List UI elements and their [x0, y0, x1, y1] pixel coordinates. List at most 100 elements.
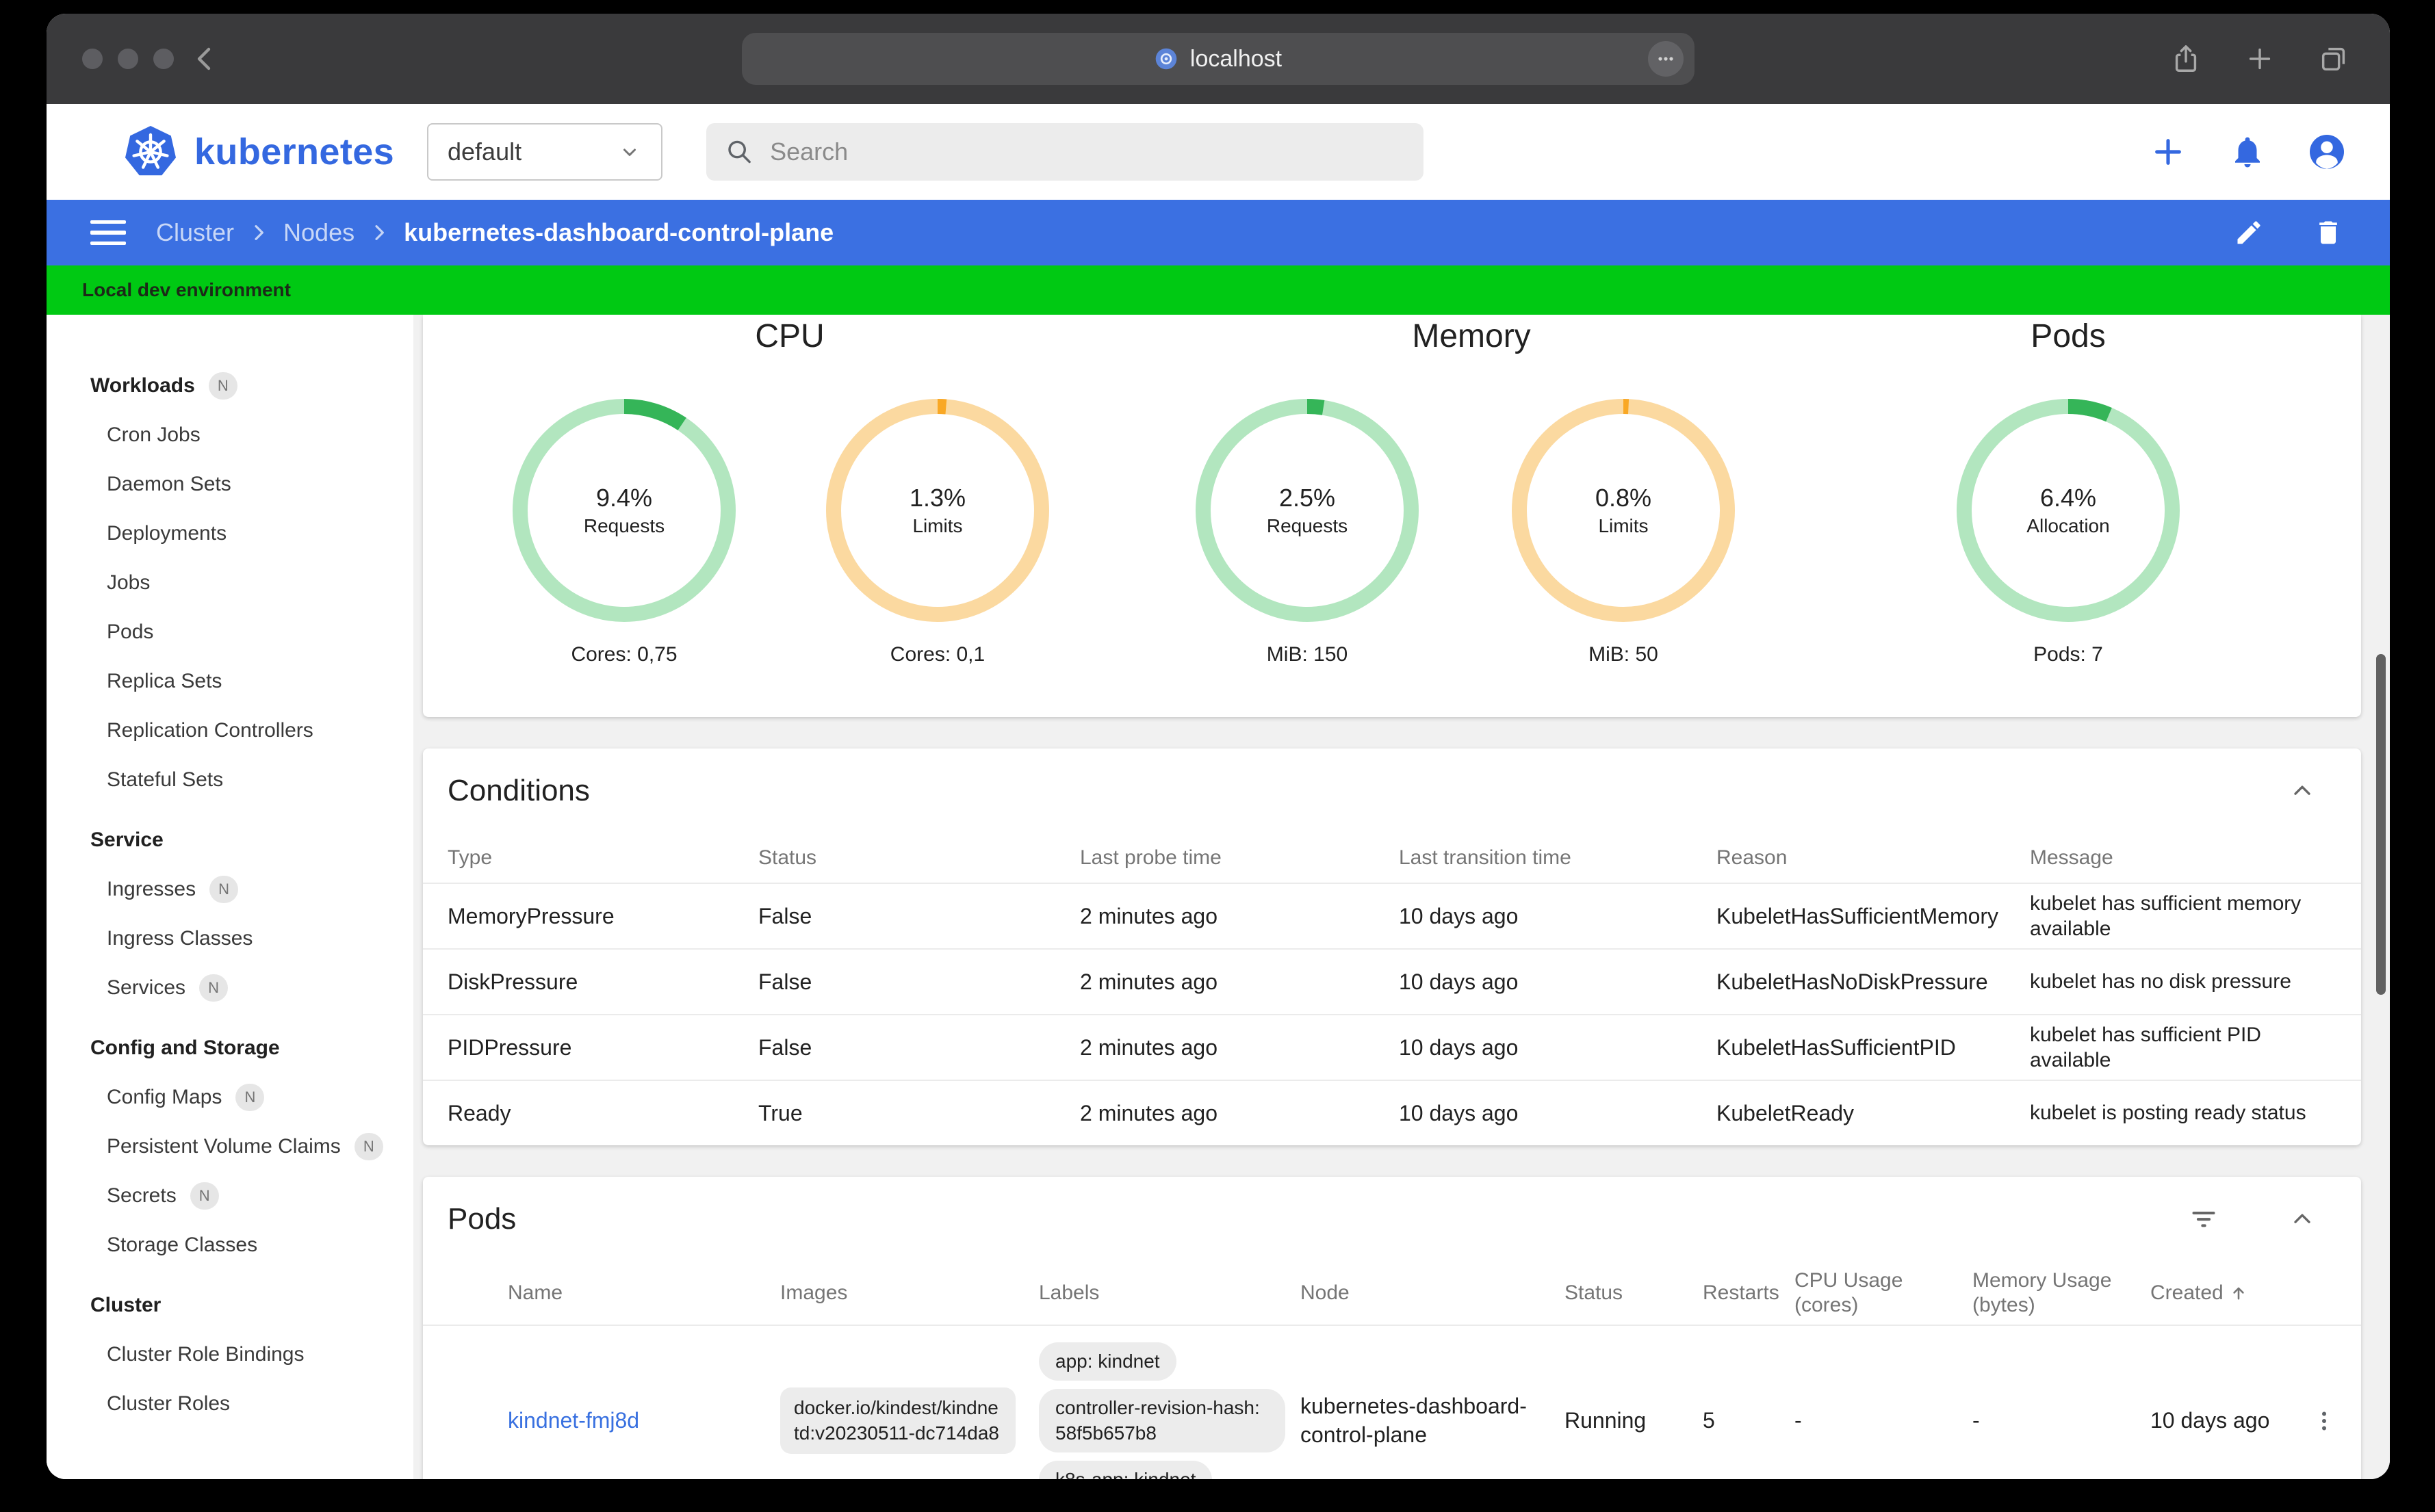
site-favicon-icon	[1155, 48, 1177, 70]
sidebar-item-cluster-role-bindings[interactable]: Cluster Role Bindings	[107, 1343, 305, 1366]
pod-actions-menu-button[interactable]	[2304, 1400, 2345, 1442]
sidebar-item-ingresses[interactable]: Ingresses N	[47, 865, 413, 914]
namespace-select[interactable]: default	[427, 123, 662, 181]
page-options-button[interactable]	[1648, 41, 1684, 77]
share-icon	[2175, 45, 2197, 72]
sidebar-item-replication-controllers[interactable]: Replication Controllers	[107, 719, 313, 742]
metric-title-memory: Memory	[1412, 318, 1531, 354]
sidebar-item-services[interactable]: Services N	[47, 963, 413, 1013]
arrow-up-icon	[2233, 1287, 2244, 1300]
new-badge: N	[209, 876, 239, 903]
chevron-right-icon	[255, 225, 263, 240]
sidebar-item-stateful-sets[interactable]: Stateful Sets	[107, 768, 224, 791]
conditions-title: Conditions	[448, 774, 590, 807]
kubernetes-logo[interactable]: kubernetes	[123, 104, 394, 200]
new-badge: N	[208, 372, 237, 400]
new-badge: N	[199, 974, 229, 1002]
collapse-pods-button[interactable]	[2282, 1199, 2323, 1240]
filter-icon	[2192, 1212, 2215, 1227]
sidebar-item-replica-sets[interactable]: Replica Sets	[107, 670, 222, 692]
browser-window: localhost	[47, 14, 2390, 1479]
pod-restarts: 5	[1703, 1408, 1715, 1433]
chevron-down-icon	[623, 148, 636, 156]
hamburger-icon	[90, 220, 126, 224]
sidebar-item-cluster-roles[interactable]: Cluster Roles	[107, 1392, 231, 1415]
app-header: kubernetes default	[47, 104, 2390, 200]
tab-overview-button[interactable]	[2313, 38, 2354, 79]
back-button[interactable]	[186, 40, 224, 78]
bell-icon	[2235, 137, 2260, 168]
node-actions	[2228, 212, 2349, 253]
new-badge: N	[190, 1182, 219, 1210]
image-chip: docker.io/kindest/kindnetd:v20230511-dc7…	[780, 1387, 1016, 1455]
label-chip: app: kindnet	[1039, 1342, 1176, 1381]
breadcrumb: Cluster Nodes kubernetes-dashboard-contr…	[156, 218, 834, 247]
sidebar-item-pods[interactable]: Pods	[107, 621, 154, 643]
table-row: Ready True 2 minutes ago 10 days ago Kub…	[423, 1080, 2361, 1145]
pod-status: Running	[1564, 1408, 1647, 1433]
environment-banner: Local dev environment	[47, 265, 2390, 315]
sidebar-item-daemon-sets[interactable]: Daemon Sets	[107, 473, 231, 495]
content-area: Workloads N Cron Jobs Daemon Sets Deploy…	[47, 315, 2390, 1479]
pod-created: 10 days ago	[2150, 1408, 2270, 1433]
sidebar-item-persistent-volume-claims[interactable]: Persistent Volume Claims N	[47, 1122, 413, 1171]
chevron-up-icon	[2294, 1214, 2310, 1223]
account-circle-icon	[2310, 135, 2344, 169]
sidebar-item-ingress-classes[interactable]: Ingress Classes	[107, 927, 253, 950]
pods-table-header: Name Images Labels Node Status Restarts …	[423, 1262, 2361, 1325]
sidebar-item-jobs[interactable]: Jobs	[107, 571, 151, 594]
gauge-cpu-requests: 9.4% Requests Cores: 0,75	[504, 390, 745, 666]
plus-icon	[2249, 48, 2271, 70]
breadcrumb-cluster[interactable]: Cluster	[156, 218, 235, 246]
more-options-icon	[1658, 57, 1673, 61]
zoom-window-button[interactable]	[153, 49, 174, 69]
namespace-value: default	[448, 138, 522, 166]
sidebar-section-config-and-storage[interactable]: Config and Storage	[90, 1037, 280, 1059]
page-scrollbar[interactable]	[2376, 654, 2386, 995]
sort-by-created[interactable]: Created	[2150, 1281, 2304, 1305]
pod-name-link[interactable]: kindnet-fmj8d	[508, 1408, 640, 1433]
search-input[interactable]	[770, 138, 1404, 166]
sidebar-item-cron-jobs[interactable]: Cron Jobs	[107, 423, 201, 446]
sidebar-item-workloads[interactable]: Workloads N	[47, 361, 413, 410]
filter-pods-button[interactable]	[2183, 1199, 2224, 1240]
brand-name: kubernetes	[194, 131, 395, 172]
gauge-memory-limits: 0.8% Limits MiB: 50	[1503, 390, 1744, 666]
tabs-icon	[2321, 47, 2345, 71]
new-badge: N	[354, 1133, 383, 1160]
share-button[interactable]	[2165, 38, 2206, 79]
main-panel: CPU Memory Pods 9.4% Requests	[413, 315, 2390, 1479]
collapse-conditions-button[interactable]	[2282, 770, 2323, 811]
pod-memory-usage: -	[1972, 1408, 1980, 1433]
address-bar[interactable]: localhost	[742, 33, 1695, 85]
new-tab-button[interactable]	[2239, 38, 2280, 79]
breadcrumb-nodes[interactable]: Nodes	[283, 218, 355, 246]
account-button[interactable]	[2305, 130, 2349, 174]
menu-button[interactable]	[90, 215, 126, 250]
minimize-window-button[interactable]	[118, 49, 138, 69]
browser-chrome: localhost	[47, 14, 2390, 104]
notifications-button[interactable]	[2226, 130, 2269, 174]
pods-title: Pods	[448, 1202, 517, 1236]
gauge-cpu-limits: 1.3% Limits Cores: 0,1	[817, 390, 1058, 666]
gauge-pods-allocation: 6.4% Allocation Pods: 7	[1948, 390, 2189, 666]
delete-button[interactable]	[2308, 212, 2349, 253]
sidebar-item-storage-classes[interactable]: Storage Classes	[107, 1234, 258, 1256]
kebab-menu-icon	[2322, 1411, 2326, 1431]
header-actions	[2146, 104, 2349, 200]
sidebar-item-config-maps[interactable]: Config Maps N	[47, 1073, 413, 1122]
edit-button[interactable]	[2228, 212, 2269, 253]
label-chip: k8s-app: kindnet	[1039, 1461, 1213, 1479]
close-window-button[interactable]	[82, 49, 103, 69]
pod-labels: app: kindnet controller-revision-hash: 5…	[1039, 1342, 1300, 1479]
gauge-memory-requests: 2.5% Requests MiB: 150	[1187, 390, 1428, 666]
sidebar-section-service[interactable]: Service	[90, 829, 164, 851]
sidebar-item-deployments[interactable]: Deployments	[107, 522, 227, 545]
kubernetes-helm-icon	[125, 126, 176, 176]
sidebar-section-cluster[interactable]: Cluster	[90, 1294, 162, 1316]
breadcrumb-current: kubernetes-dashboard-control-plane	[404, 218, 834, 246]
sidebar-item-secrets[interactable]: Secrets N	[47, 1171, 413, 1221]
create-resource-button[interactable]	[2146, 130, 2190, 174]
url-text: localhost	[1189, 45, 1283, 72]
new-badge: N	[235, 1084, 265, 1111]
